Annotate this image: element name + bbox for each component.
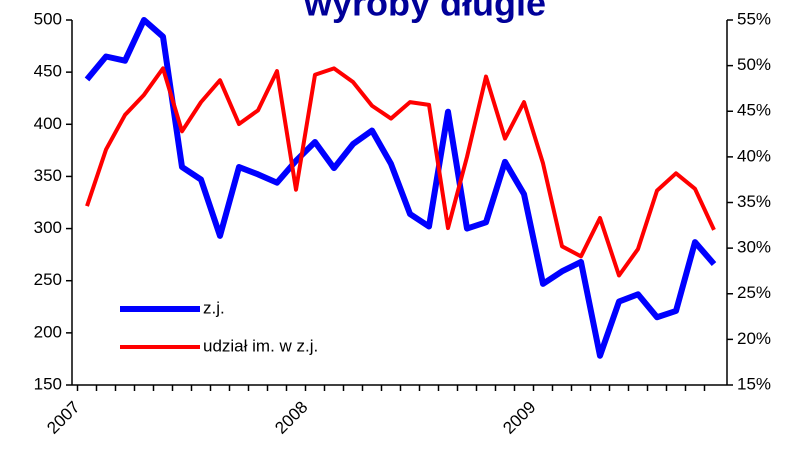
x-tick-label: 2007	[43, 398, 83, 438]
y2-tick-label: 30%	[737, 238, 771, 257]
x-tick-label: 2009	[499, 398, 539, 438]
y-tick-label: 150	[34, 374, 62, 393]
y-tick-label: 350	[34, 166, 62, 185]
y-tick-label: 300	[34, 218, 62, 237]
chart-title: wyroby długie	[303, 0, 546, 24]
x-tick-label: 2008	[271, 398, 311, 438]
y2-tick-label: 25%	[737, 283, 771, 302]
y2-tick-label: 20%	[737, 329, 771, 348]
legend-label: z.j.	[203, 298, 225, 317]
y2-tick-label: 15%	[737, 374, 771, 393]
y-tick-label: 250	[34, 270, 62, 289]
y2-tick-label: 35%	[737, 192, 771, 211]
series-line	[85, 66, 716, 278]
y2-tick-label: 40%	[737, 146, 771, 165]
y-tick-label: 450	[34, 62, 62, 81]
legend-label: udział im. w z.j.	[203, 336, 318, 355]
y2-tick-label: 55%	[737, 9, 771, 28]
y-tick-label: 500	[34, 9, 62, 28]
y-tick-label: 200	[34, 322, 62, 341]
series-line	[84, 17, 717, 359]
y2-tick-label: 45%	[737, 101, 771, 120]
y2-tick-label: 50%	[737, 55, 771, 74]
y-tick-label: 400	[34, 114, 62, 133]
